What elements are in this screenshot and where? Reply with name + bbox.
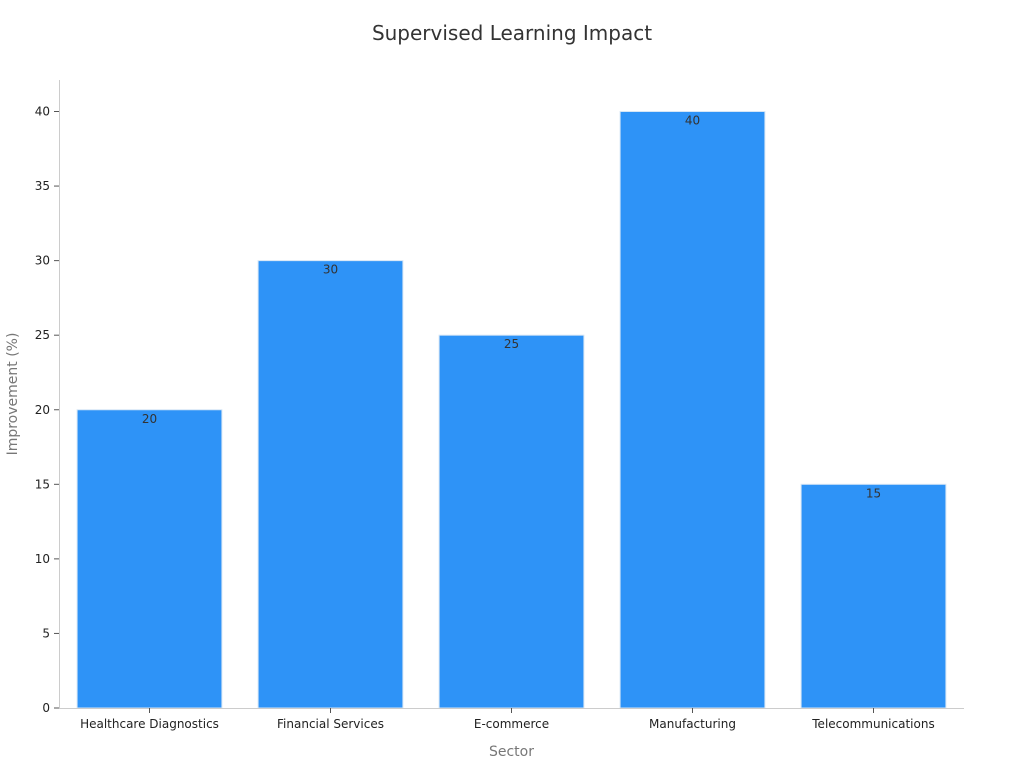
bar-5 (800, 483, 947, 709)
y-tick-label-5: 5 (42, 626, 50, 640)
y-tick-label-10: 10 (35, 552, 50, 566)
data-label-3: 25 (504, 337, 519, 351)
x-axis-title: Sector (489, 744, 534, 760)
y-tick-label-0: 0 (42, 701, 50, 715)
data-labels-layer: 20 30 25 40 15 (142, 114, 881, 501)
bar-2 (257, 260, 404, 709)
y-axis-title: Improvement (%) (5, 333, 21, 456)
data-label-5: 15 (866, 486, 881, 500)
y-tick-label-15: 15 (35, 477, 50, 491)
x-ticks-layer: Healthcare Diagnostics Financial Services… (80, 708, 935, 731)
bar-4 (619, 111, 766, 709)
y-tick-label-35: 35 (35, 179, 50, 193)
y-tick-label-20: 20 (35, 403, 50, 417)
y-tick-label-30: 30 (35, 254, 50, 268)
y-ticks-layer: 0 5 10 15 20 25 30 35 40 (35, 105, 59, 715)
x-tick-label-1: Healthcare Diagnostics (80, 717, 219, 731)
data-label-1: 20 (142, 412, 157, 426)
y-tick-label-25: 25 (35, 328, 50, 342)
y-tick-label-40: 40 (35, 105, 50, 119)
bars-layer (76, 111, 947, 709)
x-tick-label-2: Financial Services (277, 717, 384, 731)
data-label-4: 40 (685, 114, 700, 128)
data-label-2: 30 (323, 263, 338, 277)
x-tick-label-3: E-commerce (474, 717, 549, 731)
chart-title: Supervised Learning Impact (372, 21, 652, 45)
bar-3 (438, 334, 585, 709)
x-tick-label-4: Manufacturing (649, 717, 736, 731)
bar-1 (76, 409, 223, 709)
x-tick-label-5: Telecommunications (811, 717, 934, 731)
